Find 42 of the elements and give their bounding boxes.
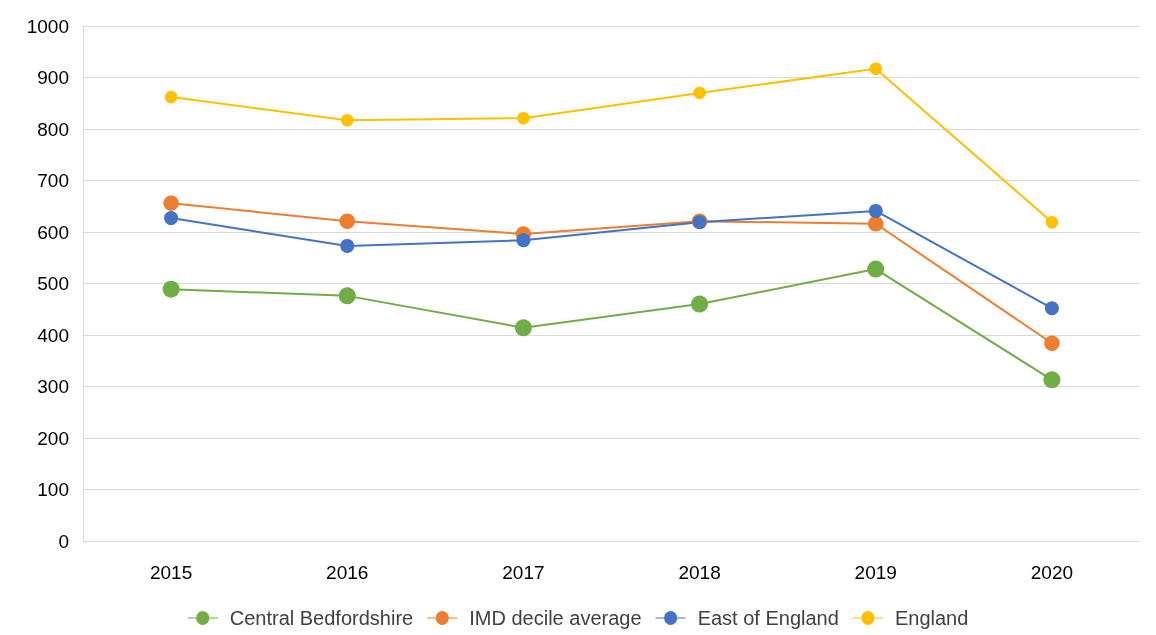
y-tick-label: 400 — [37, 324, 69, 346]
point — [867, 260, 885, 278]
y-tick-label: 500 — [37, 273, 69, 294]
y-tick-label: 100 — [37, 479, 69, 500]
point — [164, 211, 179, 226]
y-tick-label: 900 — [37, 67, 69, 88]
point — [340, 238, 355, 253]
point — [162, 280, 180, 298]
x-tick-label: 2016 — [326, 562, 369, 583]
point — [868, 203, 883, 218]
point — [341, 114, 354, 127]
x-tick-label: 2019 — [854, 562, 897, 583]
y-tick-label: 200 — [37, 427, 69, 449]
x-tick-label: 2018 — [678, 562, 721, 583]
point — [693, 86, 706, 100]
point — [1045, 215, 1059, 229]
y-tick-label: 600 — [37, 221, 69, 243]
point — [516, 233, 531, 248]
point — [869, 62, 882, 75]
x-tick-label: 2020 — [1030, 562, 1074, 583]
legend-label: IMD decile average — [469, 607, 642, 629]
point — [338, 287, 356, 305]
legend-label: East of England — [697, 607, 839, 629]
point — [1044, 301, 1059, 316]
point — [163, 195, 179, 211]
y-tick-label: 700 — [37, 170, 69, 191]
legend-label: Central Bedfordshire — [229, 607, 414, 629]
y-tick-label: 800 — [37, 118, 69, 140]
point — [164, 90, 178, 104]
point — [1043, 371, 1061, 389]
point — [339, 213, 355, 229]
point — [691, 295, 709, 313]
y-tick-label: 1000 — [26, 15, 69, 37]
y-tick-label: 0 — [58, 530, 69, 552]
point — [517, 111, 530, 125]
x-tick-label: 2017 — [502, 562, 545, 583]
legend-label: England — [894, 607, 969, 629]
y-tick-label: 300 — [37, 376, 69, 397]
point — [514, 319, 532, 337]
x-tick-label: 2015 — [149, 562, 193, 583]
point — [868, 216, 884, 232]
point — [1044, 335, 1060, 351]
